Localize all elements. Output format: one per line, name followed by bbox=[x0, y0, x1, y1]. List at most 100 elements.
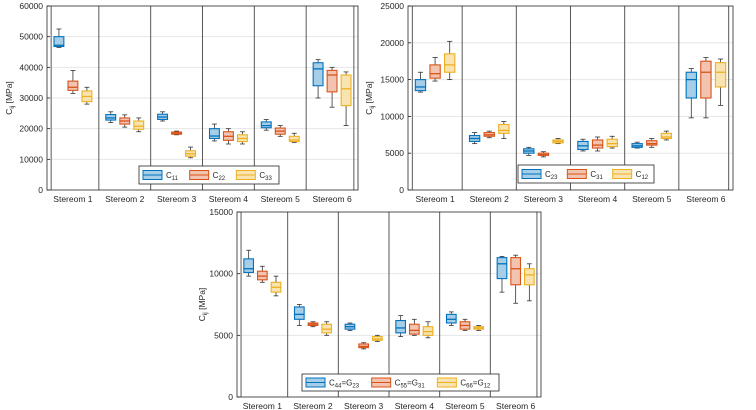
legend-label: C31 bbox=[590, 170, 603, 181]
box-body bbox=[408, 323, 420, 335]
x-tick-label: Stereom 6 bbox=[312, 194, 351, 204]
y-tick-label: 50000 bbox=[19, 32, 43, 42]
box-C23-6 bbox=[685, 68, 697, 119]
legend: C44=G23 C55=G31 C66=G12 bbox=[301, 373, 500, 392]
box-body bbox=[700, 60, 712, 99]
box-body bbox=[444, 53, 456, 73]
y-tick-label: 0 bbox=[228, 392, 233, 402]
y-tick-label: 15000 bbox=[380, 75, 404, 85]
box-C33-2 bbox=[133, 117, 145, 133]
box-body bbox=[414, 79, 427, 92]
axes-frame bbox=[46, 5, 359, 191]
box-C31-4 bbox=[591, 136, 604, 152]
box-C11-2 bbox=[105, 111, 117, 123]
box-body bbox=[429, 64, 441, 79]
box-body bbox=[326, 69, 338, 93]
legend: C23 C31 C12 bbox=[517, 164, 655, 184]
y-tick-label: 0 bbox=[38, 185, 43, 195]
box-C44=G23-3 bbox=[344, 322, 356, 331]
axes-frame bbox=[407, 5, 734, 191]
box-body bbox=[53, 36, 65, 48]
x-tick-label: Stereom 1 bbox=[53, 194, 92, 204]
chart-panel-1: 0 10000 20000 30000 40000 50000 60000 Stereom 1… bbox=[4, 1, 359, 204]
box-C11-1 bbox=[53, 28, 65, 48]
x-tick-label: Stereom 3 bbox=[344, 401, 383, 410]
x-tick-label: Stereom 2 bbox=[105, 194, 144, 204]
x-tick-label: Stereom 5 bbox=[261, 194, 300, 204]
y-tick-label: 5000 bbox=[214, 330, 233, 340]
box-C44=G23-4 bbox=[395, 315, 407, 337]
box-C12-2 bbox=[498, 121, 510, 139]
box-C44=G23-5 bbox=[445, 311, 457, 326]
legend-item-C23: C23 bbox=[521, 169, 558, 181]
legend-item-C66=G12: C66=G12 bbox=[436, 377, 491, 390]
x-tick-label: Stereom 6 bbox=[496, 401, 535, 410]
y-tick-label: 20000 bbox=[19, 124, 43, 134]
box-C66=G12-5 bbox=[473, 325, 485, 331]
box-body bbox=[591, 139, 604, 149]
box-C55=G31-1 bbox=[256, 265, 268, 283]
box-C22-5 bbox=[274, 125, 286, 137]
chart-panel-2: 0 5000 10000 15000 20000 25000 Stereom 1 Stereo… bbox=[364, 1, 734, 204]
box-C11-6 bbox=[312, 59, 324, 99]
y-axis-label: Cij [MPa] bbox=[364, 81, 376, 115]
box-C22-4 bbox=[222, 128, 234, 145]
box-body bbox=[208, 128, 220, 140]
legend-item-C33: C33 bbox=[235, 170, 272, 182]
y-tick-label: 0 bbox=[399, 185, 404, 195]
box-body bbox=[498, 123, 510, 134]
chart-panel-3: 0 5000 10000 15000 Stereom 1 Stereom 2 Stereom… bbox=[197, 207, 542, 410]
box-body bbox=[606, 138, 618, 148]
x-tick-label: Stereom 2 bbox=[293, 401, 332, 410]
box-body bbox=[340, 74, 352, 107]
box-C44=G23-1 bbox=[243, 249, 255, 277]
legend-label: C22 bbox=[213, 171, 226, 182]
box-C33-4 bbox=[236, 131, 248, 145]
box-C22-1 bbox=[67, 70, 79, 94]
legend-label: C11 bbox=[166, 171, 179, 182]
box-C11-3 bbox=[157, 111, 169, 122]
legend-label: C66=G12 bbox=[460, 379, 491, 390]
x-tick-label: Stereom 3 bbox=[524, 194, 563, 204]
box-C55=G31-3 bbox=[358, 342, 370, 350]
box-body bbox=[260, 121, 272, 129]
box-C33-6 bbox=[340, 71, 352, 126]
box-C31-3 bbox=[537, 151, 550, 158]
box-C55=G31-2 bbox=[307, 321, 319, 328]
legend-item-C44=G23: C44=G23 bbox=[305, 377, 360, 390]
x-tick-label: Stereom 5 bbox=[445, 401, 484, 410]
box-C33-5 bbox=[288, 132, 300, 143]
box-body bbox=[685, 71, 697, 99]
box-C12-5 bbox=[660, 130, 673, 141]
y-tick-label: 5000 bbox=[385, 148, 404, 158]
legend: C11 C22 C33 bbox=[138, 165, 280, 185]
box-C66=G12-4 bbox=[422, 321, 434, 339]
x-tick-label: Stereom 6 bbox=[686, 194, 725, 204]
y-tick-label: 20000 bbox=[380, 38, 404, 48]
legend-item-C22: C22 bbox=[189, 170, 226, 182]
box-C23-5 bbox=[631, 141, 643, 149]
box-body bbox=[243, 258, 255, 273]
box-C66=G12-1 bbox=[270, 275, 282, 297]
legend-label: C33 bbox=[259, 171, 272, 182]
box-body bbox=[133, 120, 145, 130]
box-body bbox=[714, 62, 727, 88]
box-body bbox=[288, 135, 300, 143]
box-body bbox=[660, 132, 673, 140]
box-body bbox=[67, 80, 79, 91]
box-C66=G12-6 bbox=[523, 263, 535, 302]
box-C22-3 bbox=[171, 130, 183, 136]
box-C33-3 bbox=[185, 146, 197, 159]
box-body bbox=[510, 257, 522, 286]
y-tick-label: 15000 bbox=[209, 207, 233, 217]
x-tick-label: Stereom 1 bbox=[243, 401, 282, 410]
x-tick-label: Stereom 3 bbox=[157, 194, 196, 204]
box-C31-1 bbox=[429, 57, 441, 82]
box-C23-3 bbox=[523, 146, 535, 156]
box-C31-2 bbox=[483, 130, 495, 139]
legend-label: C44=G23 bbox=[329, 379, 360, 390]
box-C22-6 bbox=[326, 66, 338, 108]
box-C66=G12-2 bbox=[321, 321, 333, 336]
box-C44=G23-2 bbox=[293, 304, 305, 326]
